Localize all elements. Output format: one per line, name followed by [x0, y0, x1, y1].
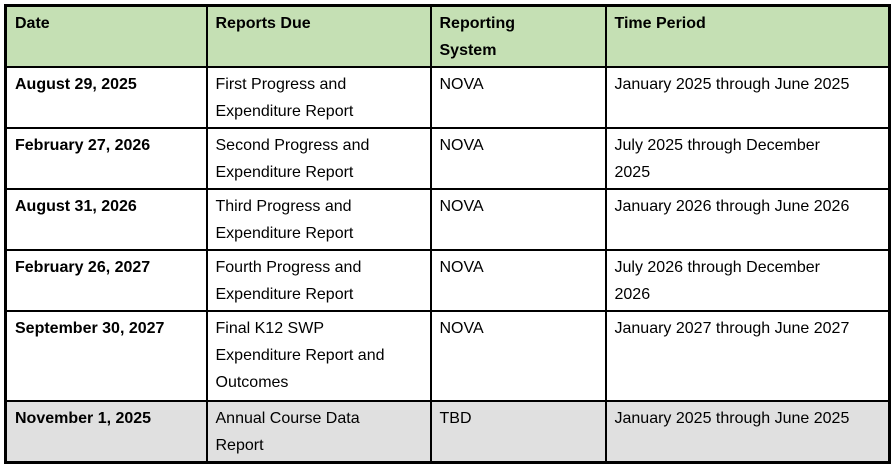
- reports-due-cell: Fourth Progress and Expenditure Report: [205, 249, 432, 312]
- time-period-cell: July 2025 through December 2025: [604, 127, 891, 190]
- reports-due-cell: Final K12 SWP Expenditure Report and Out…: [205, 310, 432, 402]
- column-header-reports-due: Reports Due: [205, 4, 432, 68]
- time-period-cell: January 2025 through June 2025: [604, 400, 891, 464]
- date-cell: September 30, 2027: [4, 310, 208, 402]
- reporting-system-cell: NOVA: [429, 310, 607, 402]
- table-row: February 27, 2026 Second Progress and Ex…: [4, 127, 891, 190]
- date-cell: August 29, 2025: [4, 66, 208, 129]
- reporting-system-cell: TBD: [429, 400, 607, 464]
- table-row: August 29, 2025 First Progress and Expen…: [4, 66, 891, 129]
- reporting-system-cell: NOVA: [429, 249, 607, 312]
- table-row: February 26, 2027 Fourth Progress and Ex…: [4, 249, 891, 312]
- table-row: September 30, 2027 Final K12 SWP Expendi…: [4, 310, 891, 402]
- column-header-reporting-system: Reporting System: [429, 4, 607, 68]
- column-header-time-period: Time Period: [604, 4, 891, 68]
- reporting-system-cell: NOVA: [429, 127, 607, 190]
- column-header-date: Date: [4, 4, 208, 68]
- reporting-system-cell: NOVA: [429, 188, 607, 251]
- date-cell: August 31, 2026: [4, 188, 208, 251]
- reports-due-cell: First Progress and Expenditure Report: [205, 66, 432, 129]
- time-period-cell: January 2027 through June 2027: [604, 310, 891, 402]
- reports-due-cell: Second Progress and Expenditure Report: [205, 127, 432, 190]
- reports-due-cell: Annual Course Data Report: [205, 400, 432, 464]
- table-row: August 31, 2026 Third Progress and Expen…: [4, 188, 891, 251]
- reporting-system-cell: NOVA: [429, 66, 607, 129]
- reports-due-cell: Third Progress and Expenditure Report: [205, 188, 432, 251]
- date-cell: February 26, 2027: [4, 249, 208, 312]
- date-cell: February 27, 2026: [4, 127, 208, 190]
- header-row: Date Reports Due Reporting System Time P…: [4, 4, 891, 68]
- date-cell: November 1, 2025: [4, 400, 208, 464]
- reporting-schedule-table: Date Reports Due Reporting System Time P…: [4, 4, 891, 464]
- time-period-cell: January 2026 through June 2026: [604, 188, 891, 251]
- time-period-cell: January 2025 through June 2025: [604, 66, 891, 129]
- time-period-cell: July 2026 through December 2026: [604, 249, 891, 312]
- table-row: November 1, 2025 Annual Course Data Repo…: [4, 400, 891, 464]
